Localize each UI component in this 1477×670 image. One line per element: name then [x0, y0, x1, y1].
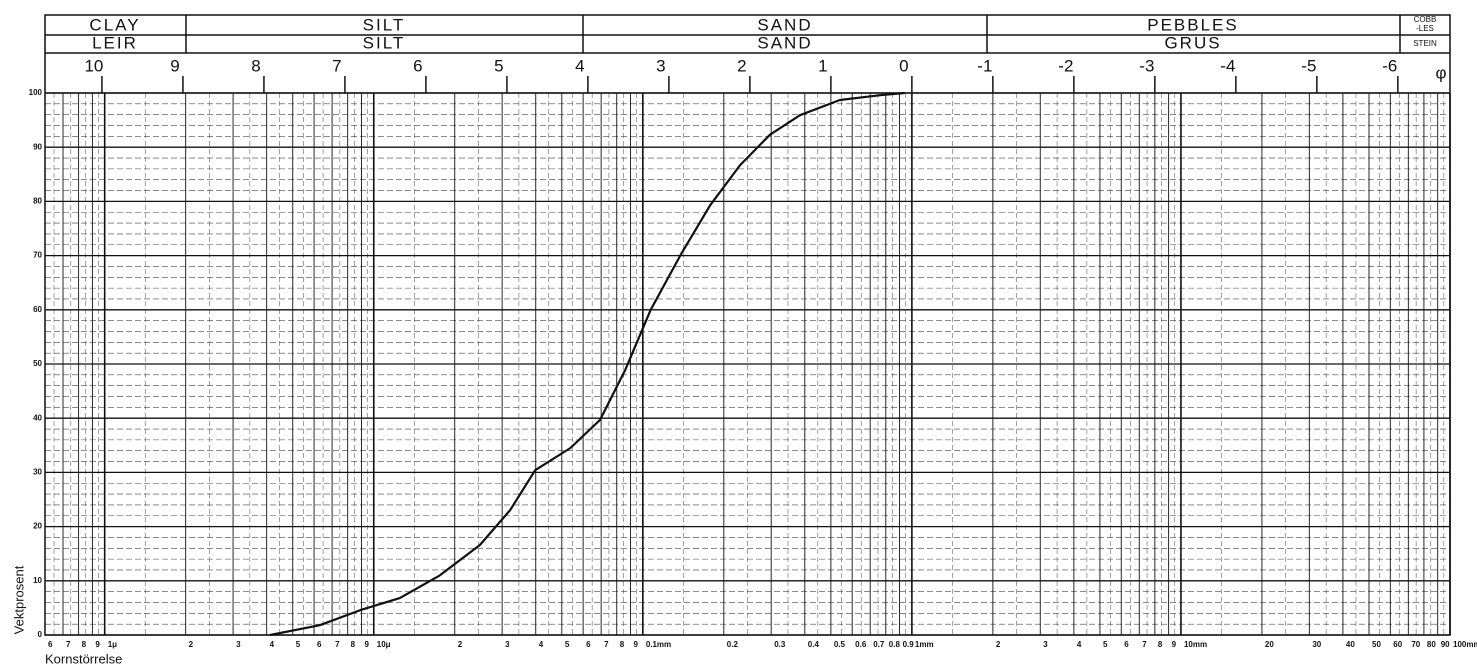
- x-tick-label: 0.9: [903, 640, 915, 649]
- x2-tick-label: 2: [737, 56, 746, 75]
- x-tick-label: 4: [539, 640, 544, 649]
- x2-tick-label: 4: [575, 56, 584, 75]
- x-tick-label: 0.7: [873, 640, 885, 649]
- x-tick-label: 0.2: [727, 640, 739, 649]
- y-tick-label: 20: [33, 522, 42, 531]
- x-tick-label: 8: [82, 640, 87, 649]
- x-tick-label: 2: [458, 640, 463, 649]
- x-tick-label: 3: [505, 640, 510, 649]
- x-tick-label: 100mm: [1453, 640, 1477, 649]
- x-tick-label: 8: [620, 640, 625, 649]
- x-tick-label: 20: [1265, 640, 1274, 649]
- class-name: COBB: [1414, 15, 1437, 24]
- x2-tick-label: -6: [1382, 56, 1397, 75]
- x-tick-label: 7: [604, 640, 609, 649]
- x-tick-label: 0.3: [774, 640, 786, 649]
- class-local-name: STEIN: [1413, 39, 1437, 48]
- x-tick-label: 5: [296, 640, 301, 649]
- x-tick-label: 50: [1372, 640, 1381, 649]
- x-tick-label: 8: [351, 640, 356, 649]
- x-tick-label: 3: [236, 640, 241, 649]
- x2-axis-label: φ: [1435, 63, 1446, 82]
- y-tick-label: 30: [33, 468, 42, 477]
- x2-tick-label: 10: [84, 56, 103, 75]
- x-tick-label: 4: [1077, 640, 1082, 649]
- x-axis-label: Kornstörrelse: [45, 651, 122, 666]
- x2-tick-label: 7: [332, 56, 341, 75]
- x-tick-label: 6: [48, 640, 53, 649]
- x2-tick-label: -4: [1220, 56, 1235, 75]
- class-local-name: GRUS: [1164, 33, 1221, 52]
- x-tick-label: 6: [317, 640, 322, 649]
- x-tick-label: 5: [565, 640, 570, 649]
- x-tick-label: 60: [1393, 640, 1402, 649]
- x2-tick-label: 3: [656, 56, 665, 75]
- x2-tick-label: 8: [251, 56, 260, 75]
- class-name: -LES: [1416, 24, 1434, 33]
- x-tick-label: 0.1mm: [646, 640, 671, 649]
- x-tick-label: 9: [364, 640, 369, 649]
- class-name: SAND: [757, 15, 812, 34]
- x-tick-label: 10μ: [377, 640, 391, 649]
- x-tick-label: 7: [66, 640, 71, 649]
- x2-tick-label: -3: [1139, 56, 1154, 75]
- x2-tick-label: 1: [818, 56, 827, 75]
- x-tick-label: 6: [586, 640, 591, 649]
- class-local-name: LEIR: [92, 33, 138, 52]
- x-tick-label: 90: [1441, 640, 1450, 649]
- y-tick-label: 90: [33, 142, 42, 151]
- y-tick-label: 0: [38, 630, 43, 639]
- x-tick-label: 9: [95, 640, 100, 649]
- x-tick-label: 30: [1312, 640, 1321, 649]
- x2-tick-label: 5: [494, 56, 503, 75]
- x2-tick-label: 6: [413, 56, 422, 75]
- x-tick-label: 2: [189, 640, 194, 649]
- x-tick-label: 1mm: [915, 640, 934, 649]
- x-tick-label: 0.6: [855, 640, 867, 649]
- x2-tick-label: -1: [977, 56, 992, 75]
- class-name: CLAY: [89, 15, 140, 34]
- x-tick-label: 7: [1142, 640, 1147, 649]
- y-tick-label: 70: [33, 251, 42, 260]
- x2-tick-label: 0: [899, 56, 908, 75]
- grid: [44, 92, 1451, 636]
- y-tick-label: 50: [33, 359, 42, 368]
- x-tick-label: 0.8: [889, 640, 901, 649]
- x-tick-label: 6: [1124, 640, 1129, 649]
- header-frame: [44, 14, 1451, 636]
- x-tick-label: 9: [634, 640, 639, 649]
- class-local-name: SILT: [363, 33, 406, 52]
- x-tick-label: 10mm: [1184, 640, 1207, 649]
- x-tick-label: 40: [1346, 640, 1355, 649]
- x2-tick-label: 9: [170, 56, 179, 75]
- x-tick-label: 9: [1172, 640, 1177, 649]
- x2-tick-label: -2: [1058, 56, 1073, 75]
- y-tick-label: 60: [33, 305, 42, 314]
- y-tick-label: 100: [29, 88, 43, 97]
- x-tick-label: 70: [1411, 640, 1420, 649]
- class-local-name: SAND: [757, 33, 812, 52]
- x-tick-label: 3: [1043, 640, 1048, 649]
- x2-tick-label: -5: [1301, 56, 1316, 75]
- grading-curve: [269, 91, 905, 637]
- y-tick-label: 10: [33, 576, 42, 585]
- x-tick-label: 80: [1427, 640, 1436, 649]
- x-tick-label: 2: [996, 640, 1001, 649]
- x-tick-label: 4: [270, 640, 275, 649]
- y-tick-label: 80: [33, 197, 42, 206]
- x-tick-label: 5: [1103, 640, 1108, 649]
- x-tick-label: 8: [1158, 640, 1163, 649]
- x-tick-label: 7: [335, 640, 340, 649]
- y-tick-label: 40: [33, 413, 42, 422]
- class-name: PEBBLES: [1147, 15, 1239, 34]
- class-name: SILT: [363, 15, 406, 34]
- x-tick-label: 0.5: [834, 640, 846, 649]
- y-axis-label: Vektprosent: [11, 565, 26, 634]
- x-tick-label: 1μ: [108, 640, 117, 649]
- x-tick-label: 0.4: [808, 640, 820, 649]
